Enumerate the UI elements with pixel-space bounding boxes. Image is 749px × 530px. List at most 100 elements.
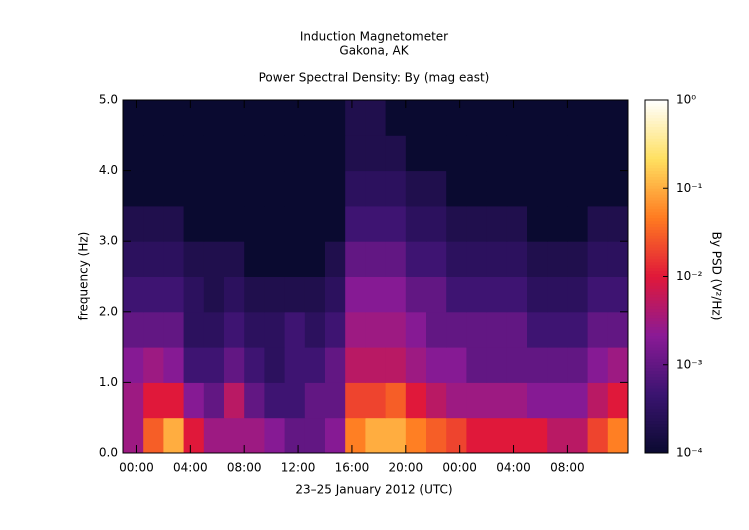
heatmap-cell (506, 347, 528, 383)
heatmap-cell (345, 347, 366, 383)
heatmap-cell (607, 417, 629, 454)
heatmap-cell (143, 100, 164, 136)
heatmap-cell (345, 100, 366, 136)
heatmap-cell (486, 100, 508, 136)
colorbar-segment (645, 347, 668, 351)
colorbar-segment (645, 311, 668, 316)
heatmap-cell (527, 170, 548, 207)
heatmap-cell (547, 276, 568, 313)
heatmap-cell (244, 347, 265, 383)
colorbar-segment (645, 102, 668, 107)
heatmap-cell (567, 311, 589, 348)
heatmap-cell (446, 205, 467, 242)
heatmap-cell (506, 276, 528, 313)
heatmap-cell (345, 170, 366, 207)
colorbar-label: By PSD (V²/Hz) (710, 232, 724, 321)
heatmap-cell (547, 170, 568, 207)
colorbar-segment (645, 279, 668, 283)
colorbar-segment (645, 329, 668, 333)
colorbar-segment (645, 420, 668, 425)
colorbar-segment (645, 232, 668, 236)
colorbar-segment (645, 123, 668, 127)
heatmap-cell (486, 276, 508, 313)
chart-subtitle: Gakona, AK (339, 44, 409, 58)
colorbar-segment (645, 326, 668, 330)
colorbar-segment (645, 370, 668, 375)
colorbar-segment (645, 291, 668, 295)
heatmap-cell (486, 347, 508, 383)
heatmap-cell (325, 135, 346, 172)
colorbar-segment (645, 364, 668, 369)
colorbar-segment (645, 144, 668, 148)
colorbar-segment (645, 129, 668, 133)
heatmap-cell (446, 241, 467, 277)
heatmap-cell (244, 100, 265, 136)
heatmap-cell (385, 347, 407, 383)
heatmap-cell (587, 382, 609, 419)
plot-title: Power Spectral Density: By (mag east) (259, 71, 490, 85)
y-tick-label: 2.0 (99, 304, 118, 318)
colorbar-segment (645, 285, 668, 289)
heatmap-cell (426, 382, 447, 419)
heatmap-cell (506, 382, 528, 419)
heatmap-cell (587, 170, 609, 207)
heatmap-cell (143, 135, 164, 172)
colorbar-segment (645, 147, 668, 151)
colorbar-segment (645, 179, 668, 183)
heatmap-cell (203, 276, 225, 313)
heatmap-cell (365, 382, 387, 419)
heatmap-cell (244, 382, 265, 419)
heatmap-cell (284, 417, 306, 454)
colorbar-segment (645, 167, 668, 172)
heatmap-cell (284, 170, 306, 207)
heatmap-cell (284, 382, 306, 419)
heatmap-cell (527, 311, 548, 348)
heatmap-cell (365, 311, 387, 348)
colorbar-segment (645, 223, 668, 227)
colorbar-segment (645, 444, 668, 448)
colorbar-segment (645, 150, 668, 154)
heatmap-cell (587, 100, 609, 136)
heatmap-cell (224, 311, 245, 348)
heatmap-cell (385, 276, 407, 313)
colorbar-segment (645, 214, 668, 219)
heatmap-cell (486, 205, 508, 242)
heatmap-cell (466, 100, 488, 136)
heatmap-cell (506, 241, 528, 277)
heatmap-cell (405, 170, 427, 207)
heatmap-cell (143, 241, 164, 277)
heatmap-cell (607, 276, 629, 313)
heatmap-cell (547, 100, 568, 136)
heatmap-cell (183, 170, 205, 207)
heatmap-cell (385, 135, 407, 172)
colorbar-segment (645, 155, 668, 160)
heatmap-cell (446, 311, 467, 348)
colorbar-segment (645, 141, 668, 145)
heatmap-cell (123, 311, 144, 348)
heatmap-cell (304, 205, 326, 242)
heatmap-cell (365, 205, 387, 242)
x-tick-label: 04:00 (173, 461, 208, 475)
heatmap-cell (284, 100, 306, 136)
colorbar-segment (645, 264, 668, 269)
heatmap-cell (325, 241, 346, 277)
heatmap-cell (163, 382, 185, 419)
colorbar-segment (645, 341, 668, 345)
heatmap (123, 100, 629, 454)
heatmap-cell (325, 347, 346, 383)
colorbar-segment (645, 438, 668, 442)
heatmap-cell (163, 276, 185, 313)
heatmap-cell (567, 100, 589, 136)
heatmap-cell (486, 241, 508, 277)
heatmap-cell (365, 135, 387, 172)
heatmap-cell (426, 170, 447, 207)
heatmap-cell (224, 417, 245, 454)
heatmap-cell (203, 311, 225, 348)
heatmap-cell (304, 276, 326, 313)
heatmap-cell (244, 170, 265, 207)
heatmap-cell (446, 100, 467, 136)
colorbar-segment (645, 391, 668, 395)
heatmap-cell (567, 135, 589, 172)
heatmap-cell (163, 311, 185, 348)
heatmap-cell (224, 276, 245, 313)
